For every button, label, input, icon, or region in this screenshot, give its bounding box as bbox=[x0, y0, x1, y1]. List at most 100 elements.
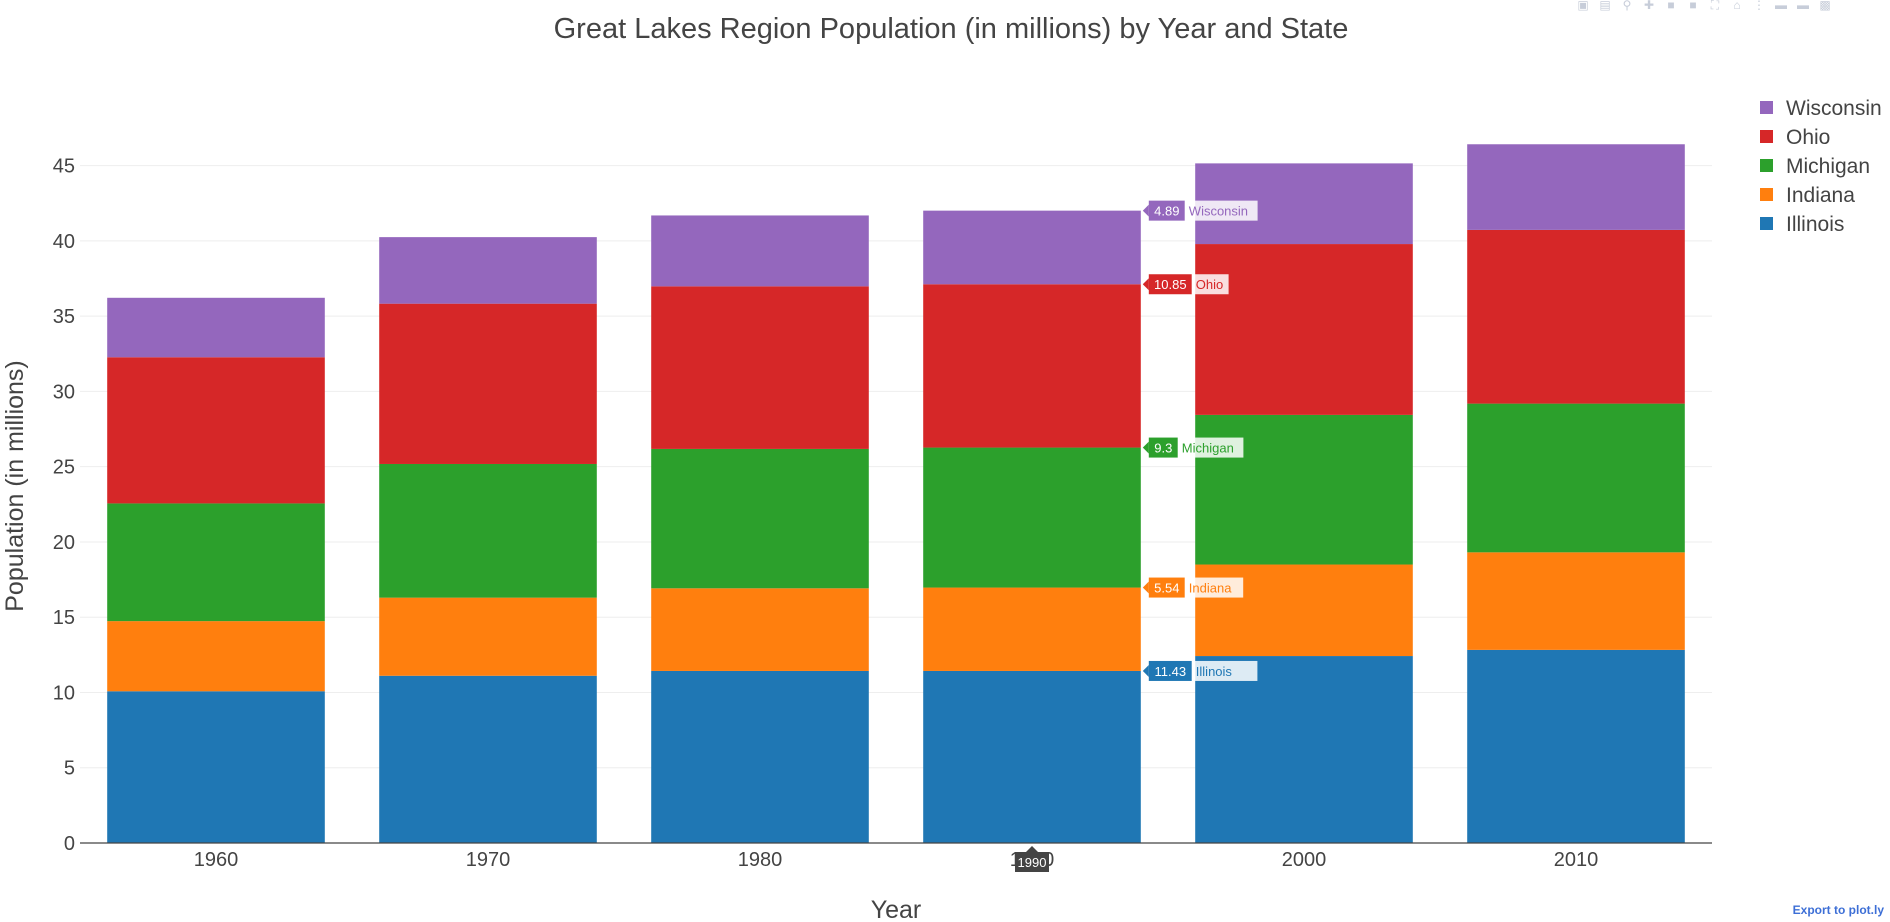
legend-label: Indiana bbox=[1786, 184, 1855, 207]
bar-ohio-1960 bbox=[107, 357, 325, 504]
plotly-logo-icon[interactable]: ▩ bbox=[1819, 0, 1831, 12]
y-tick-label: 40 bbox=[53, 231, 75, 253]
x-tick-label: 2000 bbox=[1282, 849, 1327, 871]
hover-name-box bbox=[1184, 577, 1244, 598]
bar-indiana-1990 bbox=[923, 587, 1141, 671]
x-tick-label: 2010 bbox=[1554, 849, 1599, 871]
legend: Wisconsin Ohio Michigan Indiana Illinois bbox=[1760, 97, 1882, 236]
hover-name: Illinois bbox=[1196, 664, 1233, 679]
legend-swatch bbox=[1760, 159, 1773, 172]
legend-swatch bbox=[1760, 101, 1773, 114]
hover-name: Ohio bbox=[1196, 277, 1223, 292]
hover-value: 5.54 bbox=[1154, 581, 1179, 596]
bar-michigan-2000 bbox=[1195, 414, 1413, 565]
camera-icon[interactable]: ▣ bbox=[1577, 0, 1589, 12]
y-axis-title: Population (in millions) bbox=[1, 360, 29, 612]
hover-closest-icon[interactable]: ▬ bbox=[1775, 0, 1787, 12]
hover-arrow bbox=[1142, 441, 1149, 454]
legend-label: Ohio bbox=[1786, 126, 1830, 149]
hover-arrow bbox=[1142, 581, 1149, 594]
y-tick-label: 20 bbox=[53, 532, 75, 554]
hover-name-box bbox=[1191, 274, 1229, 295]
bar-wisconsin-1980 bbox=[651, 215, 869, 287]
x-tick-label: 1960 bbox=[194, 849, 239, 871]
spike-lines-icon[interactable]: ⋮ bbox=[1753, 0, 1765, 12]
bars bbox=[107, 144, 1685, 843]
hover-value-box bbox=[1148, 660, 1192, 681]
bar-illinois-1980 bbox=[651, 670, 869, 843]
bar-ohio-1970 bbox=[379, 303, 597, 464]
hover-name-box bbox=[1184, 200, 1258, 221]
bar-illinois-2010 bbox=[1467, 649, 1685, 843]
y-tick-label: 45 bbox=[53, 156, 75, 178]
bar-michigan-1960 bbox=[107, 503, 325, 622]
hover-value-box bbox=[1148, 200, 1185, 221]
zoom-out-icon[interactable]: ■ bbox=[1689, 0, 1697, 12]
hover-name: Wisconsin bbox=[1189, 204, 1248, 219]
bar-illinois-1990 bbox=[923, 670, 1141, 843]
bar-indiana-1970 bbox=[379, 597, 597, 676]
bar-illinois-2000 bbox=[1195, 656, 1413, 843]
zoom-icon[interactable]: ⚲ bbox=[1622, 0, 1632, 12]
reset-axes-icon[interactable]: ⌂ bbox=[1733, 0, 1741, 12]
bar-ohio-1980 bbox=[651, 286, 869, 449]
hover-arrow bbox=[1142, 664, 1149, 677]
legend-label: Illinois bbox=[1786, 213, 1844, 236]
hover-value-box bbox=[1148, 437, 1178, 458]
bar-illinois-1970 bbox=[379, 675, 597, 843]
hover-name-box bbox=[1177, 437, 1244, 458]
export-link[interactable]: Export to plot.ly bbox=[1793, 903, 1885, 917]
hover-value: 11.43 bbox=[1155, 664, 1187, 679]
gridlines bbox=[80, 165, 1712, 769]
y-tick-label: 25 bbox=[53, 457, 75, 479]
y-tick-label: 15 bbox=[53, 607, 75, 629]
y-tick-label: 10 bbox=[53, 682, 75, 704]
x-tick-label: 1980 bbox=[738, 849, 783, 871]
hover-value: 4.89 bbox=[1154, 204, 1179, 219]
chart-title: Great Lakes Region Population (in millio… bbox=[554, 13, 1349, 45]
modebar: ▣ ▤ ⚲ ✚ ■ ■ ⛶ ⌂ ⋮ ▬ ▬ ▩ bbox=[1575, 0, 1833, 12]
y-tick-label: 0 bbox=[64, 833, 75, 855]
hover-value: 9.3 bbox=[1154, 441, 1172, 456]
bar-michigan-1980 bbox=[651, 448, 869, 589]
x-axis-title: Year bbox=[871, 896, 922, 922]
hover-x-arrow bbox=[1026, 846, 1038, 852]
bar-wisconsin-1960 bbox=[107, 297, 325, 358]
bar-illinois-1960 bbox=[107, 691, 325, 843]
hover-labels: 4.89 Wisconsin 10.85 Ohio 9.3 Michigan 5.54 Ind… bbox=[1015, 200, 1258, 872]
hover-name: Indiana bbox=[1189, 581, 1232, 596]
pan-icon[interactable]: ✚ bbox=[1643, 0, 1655, 12]
hover-value-box bbox=[1148, 577, 1185, 598]
y-tick-label: 30 bbox=[53, 381, 75, 403]
bar-ohio-1990 bbox=[923, 284, 1141, 448]
autoscale-icon[interactable]: ⛶ bbox=[1710, 0, 1720, 12]
hover-value: 10.85 bbox=[1154, 277, 1187, 292]
legend-swatch bbox=[1760, 130, 1773, 143]
x-tick-label: 1970 bbox=[466, 849, 511, 871]
y-tick-label: 5 bbox=[64, 758, 75, 780]
hover-x-label: 1990 bbox=[1018, 855, 1047, 870]
bar-michigan-2010 bbox=[1467, 403, 1685, 553]
hover-x-box bbox=[1015, 852, 1049, 872]
hover-arrow bbox=[1142, 278, 1149, 291]
bar-indiana-1980 bbox=[651, 588, 869, 671]
bar-indiana-1960 bbox=[107, 621, 325, 692]
hover-name-box bbox=[1191, 660, 1258, 681]
zoom-in-icon[interactable]: ■ bbox=[1667, 0, 1675, 12]
bar-ohio-2010 bbox=[1467, 229, 1685, 404]
bar-ohio-2000 bbox=[1195, 244, 1413, 415]
hover-compare-icon[interactable]: ▬ bbox=[1797, 0, 1809, 12]
legend-swatch bbox=[1760, 188, 1773, 201]
legend-label: Wisconsin bbox=[1786, 97, 1882, 120]
legend-swatch bbox=[1760, 217, 1773, 230]
hover-arrow bbox=[1142, 204, 1149, 217]
bar-wisconsin-1970 bbox=[379, 237, 597, 304]
bar-wisconsin-1990 bbox=[923, 210, 1141, 285]
bar-michigan-1970 bbox=[379, 463, 597, 598]
save-icon[interactable]: ▤ bbox=[1599, 0, 1611, 12]
y-tick-label: 35 bbox=[53, 306, 75, 328]
hover-name: Michigan bbox=[1182, 441, 1234, 456]
hover-value-box bbox=[1148, 274, 1192, 295]
bar-wisconsin-2010 bbox=[1467, 144, 1685, 230]
